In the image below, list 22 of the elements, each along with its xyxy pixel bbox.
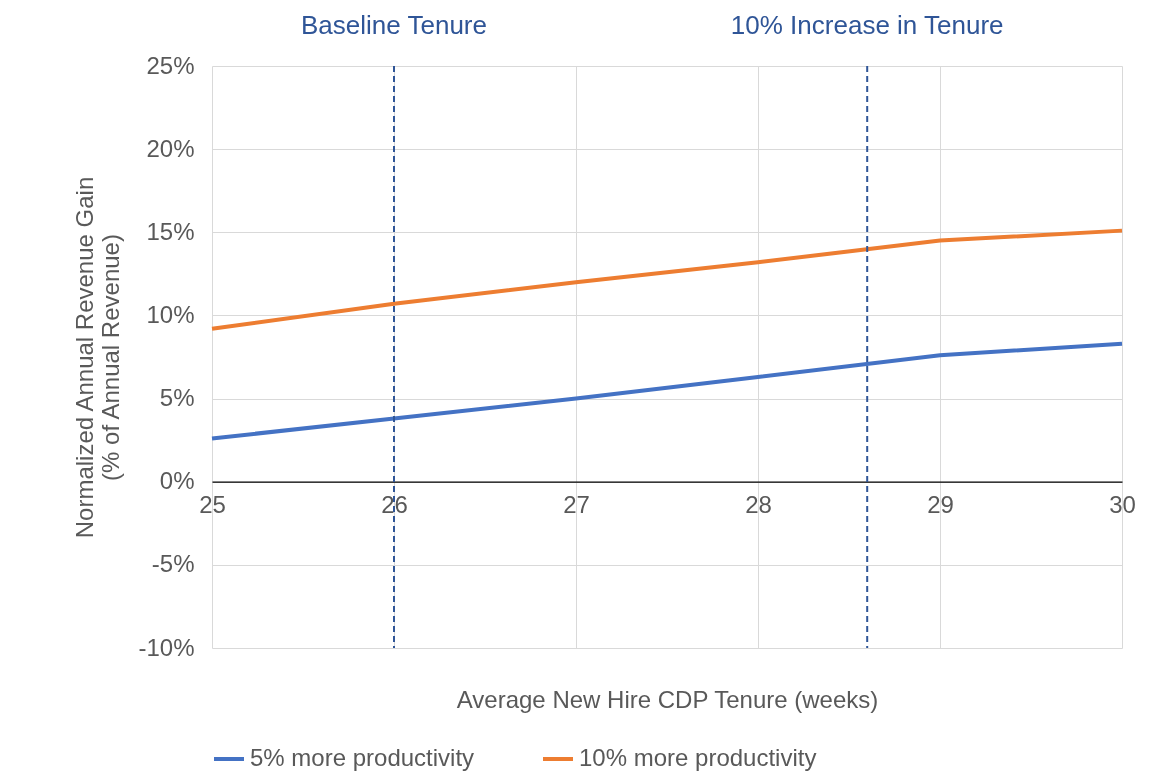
x-tick-label: 30: [1109, 491, 1136, 519]
legend-label: 5% more productivity: [250, 744, 475, 771]
x-tick-label: 27: [563, 491, 590, 519]
x-tick-label: 28: [745, 491, 772, 519]
x-tick-label: 26: [381, 491, 408, 519]
legend-label: 10% more productivity: [579, 744, 817, 771]
x-tick-label: 25: [199, 491, 226, 519]
y-tick-label: 15%: [146, 217, 195, 245]
y-tick-label: 5%: [159, 384, 195, 412]
y-tick-label: 0%: [159, 467, 195, 495]
y-tick-label: -10%: [138, 633, 195, 661]
y-axis-title: Normalized Annual Revenue Gain (% of Annual Revenue): [71, 176, 125, 539]
y-tick-label: 20%: [146, 134, 195, 162]
ref-line-label: Baseline Tenure: [301, 10, 487, 40]
y-tick-label: 25%: [146, 51, 195, 79]
y-tick-label: -5%: [151, 550, 195, 578]
ref-line-label: 10% Increase in Tenure: [730, 10, 1004, 40]
line-series: [210, 341, 1124, 441]
y-tick-label: 10%: [146, 300, 195, 328]
x-axis-title: Average New Hire CDP Tenure (weeks): [456, 685, 879, 713]
x-tick-label: 29: [927, 491, 954, 519]
line-series: [210, 228, 1124, 331]
